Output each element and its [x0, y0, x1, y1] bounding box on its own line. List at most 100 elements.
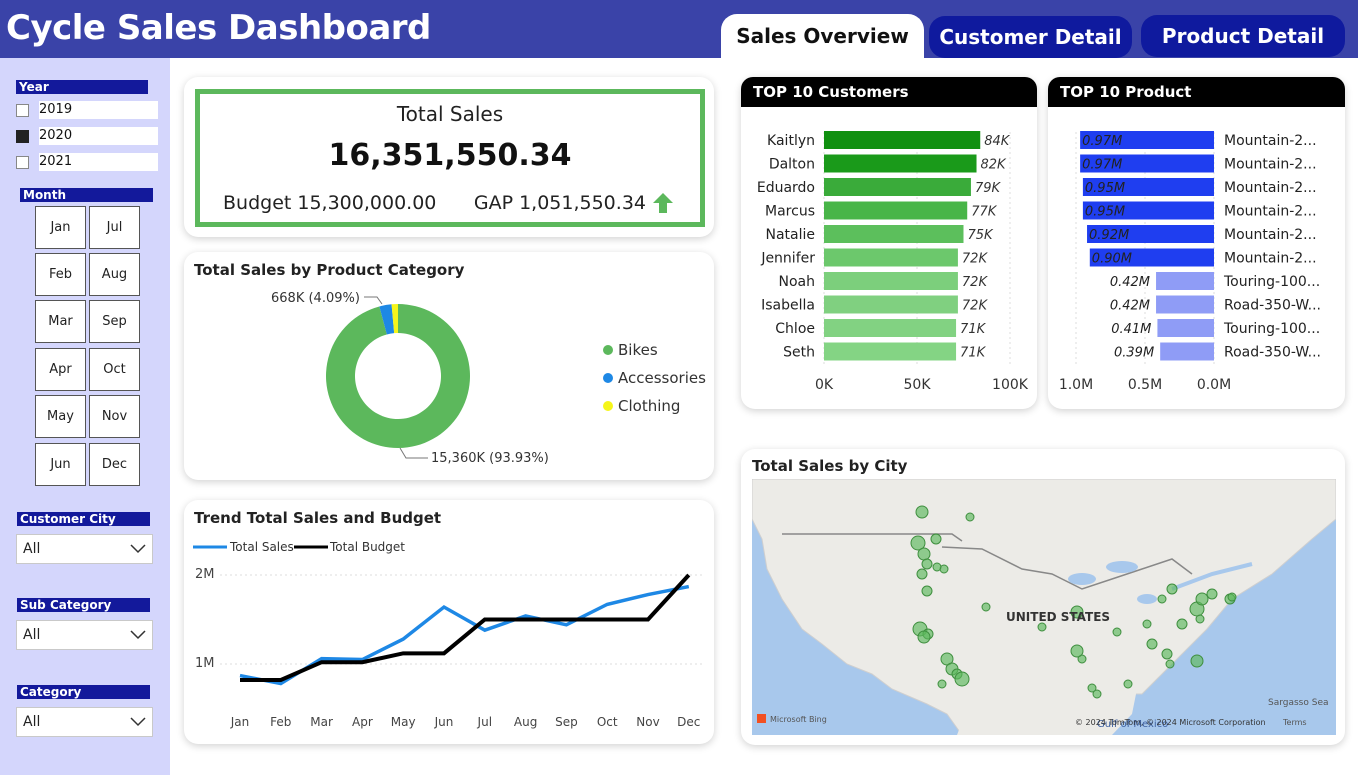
city-marker: [910, 535, 926, 551]
customer-bar: [824, 201, 968, 220]
customer-bar: [824, 248, 958, 267]
tab-customer-detail[interactable]: Customer Detail: [929, 16, 1132, 58]
product-bar: [1082, 201, 1214, 220]
month-button-may[interactable]: May: [35, 395, 86, 438]
data-label: 71K: [960, 322, 987, 337]
kpi-budget: Budget 15,300,000.00: [223, 192, 437, 214]
lake: [1137, 594, 1157, 604]
map-sea-label: Sargasso Sea: [1268, 698, 1329, 708]
year-option-2021[interactable]: 2021: [16, 153, 158, 171]
city-marker: [937, 679, 947, 689]
chevron-down-icon: [130, 544, 146, 554]
product-bar: [1080, 154, 1214, 173]
city-marker: [1161, 648, 1173, 660]
product-name: Touring-100...: [1223, 274, 1320, 290]
year-option-2020[interactable]: 2020: [16, 127, 158, 145]
customer-name: Dalton: [769, 157, 815, 173]
legend-line-budget: [294, 545, 328, 549]
customer-name: Jennifer: [760, 251, 815, 267]
month-button-feb[interactable]: Feb: [35, 253, 86, 296]
customer-bar: [824, 272, 958, 290]
kpi-gap: GAP 1,051,550.34: [473, 192, 646, 214]
month-button-oct[interactable]: Oct: [89, 348, 140, 391]
customer-city-dropdown[interactable]: All: [16, 534, 153, 564]
dropdown-value: All: [23, 627, 41, 643]
legend-item-accessories[interactable]: Accessories: [603, 369, 706, 387]
tab-sales-overview[interactable]: Sales Overview: [721, 14, 924, 58]
product-name: Mountain-2...: [1224, 204, 1317, 220]
data-label: 72K: [962, 299, 989, 314]
legend-item-clothing[interactable]: Clothing: [603, 397, 680, 415]
x-tick-label: 50K: [904, 377, 932, 393]
month-button-dec[interactable]: Dec: [89, 443, 140, 486]
year-option-2019[interactable]: 2019: [16, 101, 158, 119]
city-marker: [954, 671, 970, 687]
data-label: 0.42M: [1110, 275, 1150, 290]
product-bar: [1156, 295, 1214, 314]
month-button-apr[interactable]: Apr: [35, 348, 86, 391]
data-label: 71K: [960, 346, 987, 361]
month-button-jan[interactable]: Jan: [35, 206, 86, 249]
donut-slice-clothing: [391, 304, 398, 334]
checkbox[interactable]: [16, 129, 29, 143]
map-terms-link[interactable]: Terms: [1282, 718, 1307, 727]
donut-slice-bikes: [326, 304, 470, 448]
data-label: 0.42M: [1110, 299, 1150, 314]
arrow-up-icon: [653, 193, 673, 213]
y-tick-2m: 2M: [195, 567, 215, 582]
land-area: [752, 479, 1336, 735]
checkbox[interactable]: [16, 103, 29, 117]
x-tick-label: 100K: [992, 377, 1029, 393]
product-name: Road-350-W...: [1224, 345, 1321, 361]
leader-line: [399, 447, 428, 459]
map-gulf-label: Gulf of Mexico: [1097, 719, 1168, 730]
donut-title: Total Sales by Product Category: [194, 261, 465, 279]
product-name: Road-350-W...: [1224, 298, 1321, 314]
city-marker: [1176, 618, 1188, 630]
customer-bar: [824, 342, 957, 361]
month-button-jul[interactable]: Jul: [89, 206, 140, 249]
dropdown-value: All: [23, 714, 41, 730]
map-country-label: UNITED STATES: [1006, 610, 1110, 624]
legend-line-sales: [193, 545, 227, 549]
lake: [1068, 573, 1096, 585]
sub-category-dropdown[interactable]: All: [16, 620, 153, 650]
trend-chart: Jan Feb Mar Apr May Jun Jul Aug Sep Oct Nov Dec: [220, 573, 704, 729]
city-marker: [1142, 619, 1152, 629]
customers-title: TOP 10 Customers: [741, 77, 1037, 107]
city-marker: [1123, 679, 1133, 689]
customer-bar: [824, 178, 971, 196]
product-name: Mountain-2...: [1224, 133, 1317, 149]
month-button-aug[interactable]: Aug: [89, 253, 140, 296]
month-button-jun[interactable]: Jun: [35, 443, 86, 486]
year-filter-label: Year: [16, 80, 148, 94]
chevron-down-icon: [130, 630, 146, 640]
customer-name: Noah: [779, 274, 816, 290]
kpi-value: 16,351,550.34: [328, 138, 572, 173]
city-map[interactable]: UNITED STATES Sargasso Sea Gulf of Mexic…: [752, 479, 1336, 735]
series-line-total-budget: [240, 573, 691, 683]
product-bar: [1089, 248, 1214, 267]
x-tick-label: Jan: [230, 715, 250, 729]
city-marker: [921, 585, 933, 597]
customer-name: Seth: [783, 345, 815, 361]
month-button-mar[interactable]: Mar: [35, 300, 86, 343]
city-marker: [1195, 592, 1209, 606]
bing-label: Microsoft Bing: [770, 715, 827, 724]
month-button-nov[interactable]: Nov: [89, 395, 140, 438]
product-bar: [1080, 131, 1214, 149]
chevron-down-icon: [130, 717, 146, 727]
donut-slice-accessories: [379, 304, 395, 335]
product-name: Touring-100...: [1223, 321, 1320, 337]
checkbox[interactable]: [16, 155, 29, 169]
product-bar: [1082, 178, 1214, 196]
city-marker: [1190, 654, 1204, 668]
leader-line: [364, 296, 383, 305]
tab-product-detail[interactable]: Product Detail: [1141, 15, 1345, 57]
legend-dot-icon: [603, 345, 613, 355]
x-tick-label: Dec: [677, 715, 700, 729]
month-button-sep[interactable]: Sep: [89, 300, 140, 343]
product-name: Mountain-2...: [1224, 251, 1317, 267]
legend-item-bikes[interactable]: Bikes: [603, 341, 658, 359]
category-dropdown[interactable]: All: [16, 707, 153, 737]
